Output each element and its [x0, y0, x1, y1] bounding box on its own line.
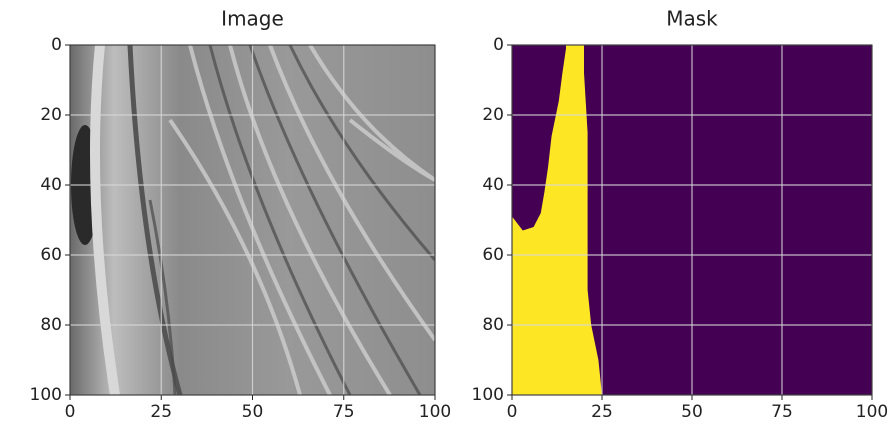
y-tick-label: 40	[482, 175, 504, 195]
x-tick-label: 25	[150, 402, 172, 422]
y-tick-label: 20	[482, 105, 504, 125]
x-tick-label: 0	[65, 402, 76, 422]
y-tick-label: 100	[472, 385, 504, 405]
y-tick-label: 60	[482, 245, 504, 265]
y-tick-label: 40	[40, 175, 62, 195]
x-tick-label: 50	[681, 402, 703, 422]
axes-frame	[511, 44, 873, 396]
y-tick-label: 20	[40, 105, 62, 125]
y-tick-label: 100	[30, 385, 62, 405]
x-tick-label: 25	[591, 402, 613, 422]
x-tick-label: 100	[419, 402, 451, 422]
panel-title: Image	[221, 7, 284, 31]
x-tick-label: 100	[856, 402, 888, 422]
x-tick-label: 50	[242, 402, 264, 422]
y-tick-label: 0	[493, 35, 504, 55]
y-tick-label: 0	[51, 35, 62, 55]
x-tick-label: 0	[507, 402, 518, 422]
x-tick-label: 75	[771, 402, 793, 422]
panel-title: Mask	[666, 7, 718, 31]
x-tick-label: 75	[333, 402, 355, 422]
y-tick-label: 80	[40, 315, 62, 335]
y-tick-label: 80	[482, 315, 504, 335]
y-tick-label: 60	[40, 245, 62, 265]
axes-frame	[69, 44, 436, 396]
